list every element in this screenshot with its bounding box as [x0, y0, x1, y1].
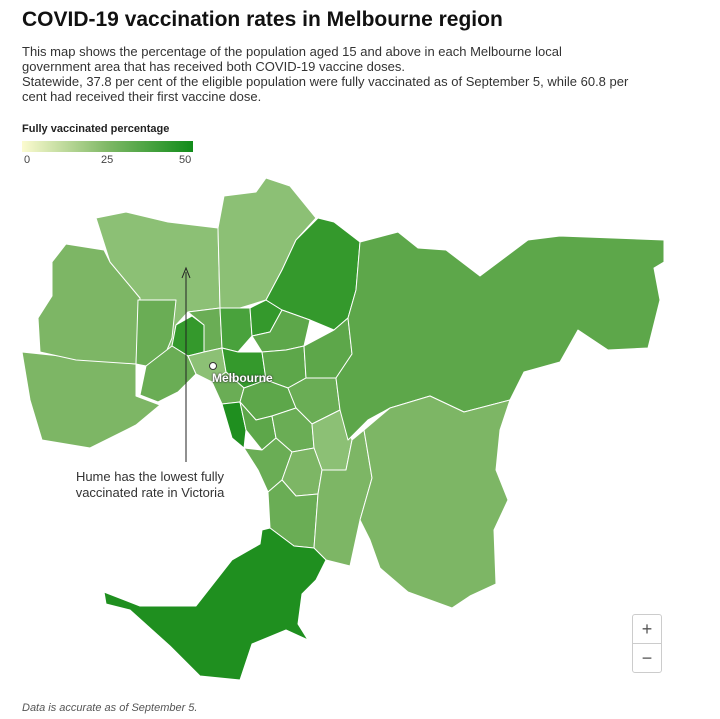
hume-annotation: Hume has the lowest fully vaccinated rat…: [60, 469, 240, 501]
zoom-in-button[interactable]: +: [641, 619, 653, 639]
map-region-cardinia[interactable]: [359, 395, 511, 609]
legend-gradient-bar: [22, 141, 193, 152]
zoom-control: + −: [632, 614, 662, 673]
map-region-yarra-ranges[interactable]: [335, 231, 665, 441]
map-region-maribyrnong[interactable]: [139, 345, 197, 403]
subtitle-line: government area that has received both C…: [22, 59, 405, 74]
map-region-bayside[interactable]: [221, 401, 247, 449]
legend-tick-max: 50: [179, 154, 192, 166]
map-region-darebin[interactable]: [219, 307, 253, 353]
subtitle-line: cent had received their first vaccine do…: [22, 89, 262, 104]
zoom-out-button[interactable]: −: [633, 643, 661, 672]
map-region-mornington-peninsula[interactable]: [103, 527, 327, 681]
legend-ticks: 0 25 50: [22, 152, 193, 166]
legend-tick-mid: 25: [101, 154, 114, 166]
color-legend: Fully vaccinated percentage 0 25 50: [22, 123, 193, 166]
annotation-line: Hume has the lowest fully: [75, 469, 225, 484]
legend-tick-min: 0: [24, 154, 31, 166]
footnote: Data is accurate as of September 5.: [22, 702, 198, 714]
map-region-wyndham[interactable]: [21, 351, 161, 449]
map-region-hume[interactable]: [95, 211, 221, 365]
annotation-line: vaccinated rate in Victoria: [75, 485, 225, 500]
subtitle-line: Statewide, 37.8 per cent of the eligible…: [22, 74, 629, 89]
subtitle: This map shows the percentage of the pop…: [22, 44, 702, 104]
subtitle-line: This map shows the percentage of the pop…: [22, 44, 562, 59]
page-title: COVID-19 vaccination rates in Melbourne …: [22, 8, 503, 31]
legend-title: Fully vaccinated percentage: [22, 123, 170, 135]
city-label-melbourne: Melbourne: [212, 371, 273, 385]
